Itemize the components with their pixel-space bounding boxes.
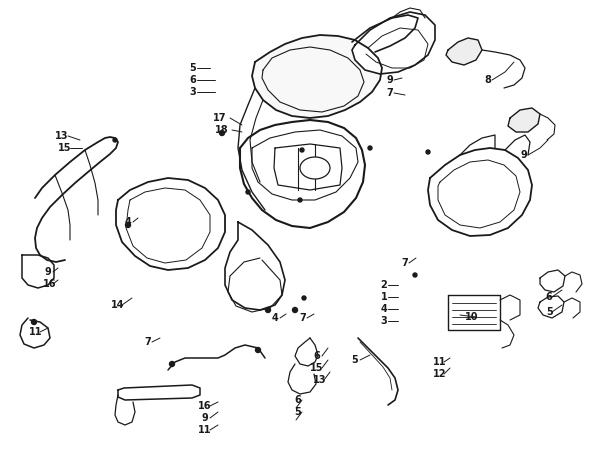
Circle shape — [300, 148, 304, 152]
Polygon shape — [352, 12, 435, 74]
Ellipse shape — [300, 157, 330, 179]
Text: 7: 7 — [401, 258, 408, 268]
Text: 12: 12 — [433, 369, 447, 379]
Circle shape — [125, 222, 130, 228]
Text: 7: 7 — [387, 88, 394, 98]
Text: 11: 11 — [433, 357, 447, 367]
Text: 4: 4 — [381, 304, 387, 314]
Circle shape — [246, 190, 250, 194]
Text: 9: 9 — [387, 75, 394, 85]
Text: 6: 6 — [294, 395, 301, 405]
Circle shape — [113, 138, 117, 142]
Circle shape — [426, 150, 430, 154]
Polygon shape — [428, 148, 532, 236]
Text: 15: 15 — [310, 363, 324, 373]
Polygon shape — [508, 108, 540, 132]
Text: 3: 3 — [381, 316, 387, 326]
Text: 7: 7 — [300, 313, 307, 323]
Circle shape — [298, 198, 302, 202]
Text: 7: 7 — [144, 337, 151, 347]
Circle shape — [266, 307, 271, 313]
Text: 9: 9 — [201, 413, 208, 423]
Text: 11: 11 — [29, 327, 43, 337]
Text: 17: 17 — [213, 113, 227, 123]
Text: 6: 6 — [190, 75, 196, 85]
Polygon shape — [116, 178, 225, 270]
Polygon shape — [225, 222, 285, 310]
Text: 5: 5 — [352, 355, 359, 365]
Circle shape — [368, 146, 372, 150]
Circle shape — [170, 361, 174, 367]
Text: 1: 1 — [381, 292, 387, 302]
Text: 2: 2 — [381, 280, 387, 290]
Text: 16: 16 — [198, 401, 212, 411]
Text: 13: 13 — [313, 375, 327, 385]
Circle shape — [413, 273, 417, 277]
Text: 8: 8 — [485, 75, 491, 85]
Text: 6: 6 — [313, 351, 320, 361]
Text: 16: 16 — [43, 279, 57, 289]
Text: 18: 18 — [215, 125, 229, 135]
Polygon shape — [446, 38, 482, 65]
Text: 5: 5 — [547, 307, 553, 317]
Text: 5: 5 — [190, 63, 196, 73]
Circle shape — [255, 348, 261, 352]
Text: 11: 11 — [198, 425, 212, 435]
Text: 9: 9 — [521, 150, 528, 160]
Text: 4: 4 — [272, 313, 278, 323]
Text: 14: 14 — [111, 300, 125, 310]
Text: 5: 5 — [294, 407, 301, 417]
Text: 10: 10 — [465, 312, 479, 322]
Circle shape — [31, 320, 37, 324]
Text: 9: 9 — [45, 267, 51, 277]
Text: 3: 3 — [190, 87, 196, 97]
Text: 13: 13 — [55, 131, 69, 141]
Text: 6: 6 — [546, 292, 553, 302]
Polygon shape — [252, 35, 382, 118]
Circle shape — [302, 296, 306, 300]
Text: 15: 15 — [58, 143, 72, 153]
Polygon shape — [240, 120, 365, 228]
Circle shape — [293, 307, 297, 313]
Circle shape — [220, 131, 225, 135]
Text: 4: 4 — [125, 217, 132, 227]
